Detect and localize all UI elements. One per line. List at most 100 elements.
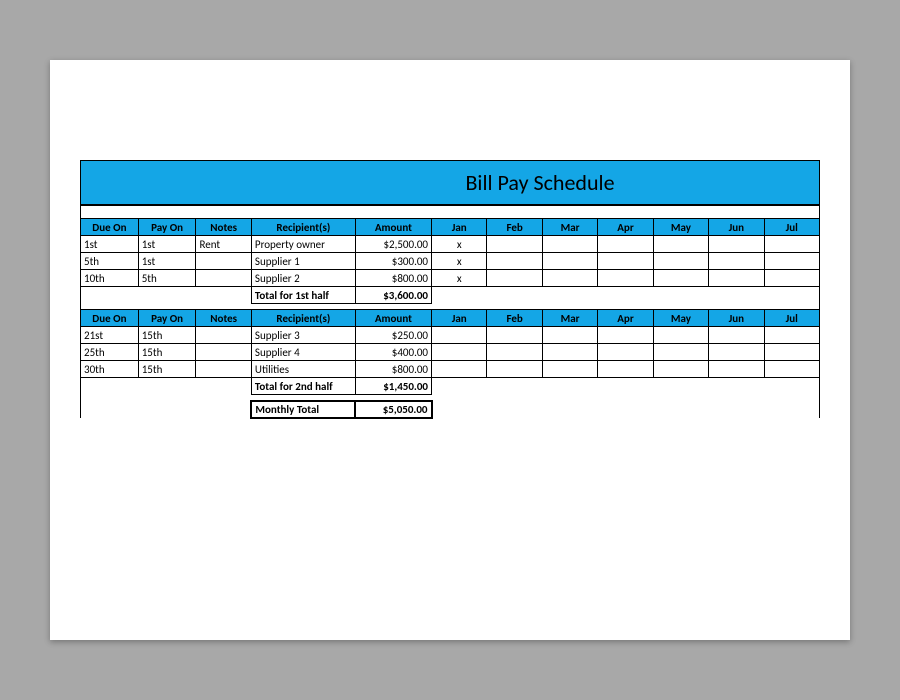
cell-empty xyxy=(764,253,819,270)
cell-due: 1st xyxy=(81,236,139,253)
cell-empty xyxy=(709,236,764,253)
cell-empty xyxy=(764,401,819,418)
cell-amount: $2,500.00 xyxy=(355,236,431,253)
col-amount: Amount xyxy=(355,310,431,327)
col-month: May xyxy=(653,310,708,327)
cell-empty xyxy=(764,236,819,253)
cell-empty xyxy=(653,327,708,344)
col-month: Jun xyxy=(709,310,764,327)
cell-due: 10th xyxy=(81,270,139,287)
col-recipients: Recipient(s) xyxy=(251,219,355,236)
cell-empty xyxy=(653,253,708,270)
cell-empty xyxy=(487,236,542,253)
cell-empty xyxy=(487,327,542,344)
cell-notes xyxy=(196,327,251,344)
col-pay-on: Pay On xyxy=(138,219,196,236)
cell-recip: Supplier 3 xyxy=(251,327,355,344)
col-month: Feb xyxy=(487,219,542,236)
cell-empty xyxy=(432,401,765,418)
cell-amount: $400.00 xyxy=(355,344,431,361)
subtotal-amount: $1,450.00 xyxy=(355,378,431,395)
cell-empty xyxy=(764,361,819,378)
cell-empty xyxy=(542,270,597,287)
col-month: Feb xyxy=(487,310,542,327)
cell-pay: 5th xyxy=(138,270,196,287)
cell-empty xyxy=(81,287,252,304)
col-amount: Amount xyxy=(355,219,431,236)
cell-empty xyxy=(598,344,653,361)
cell-empty xyxy=(764,344,819,361)
cell-notes xyxy=(196,361,251,378)
cell-empty xyxy=(709,361,764,378)
cell-pay: 1st xyxy=(138,236,196,253)
cell-empty xyxy=(487,253,542,270)
col-month: Apr xyxy=(598,219,653,236)
col-notes: Notes xyxy=(196,310,251,327)
subtotal-label: Total for 1st half xyxy=(251,287,355,304)
cell-empty xyxy=(432,378,765,395)
table-row: 1st 1st Rent Property owner $2,500.00 x xyxy=(81,236,820,253)
cell-due: 25th xyxy=(81,344,139,361)
cell-notes xyxy=(196,270,251,287)
cell-notes xyxy=(196,344,251,361)
table-header-row: Due On Pay On Notes Recipient(s) Amount … xyxy=(81,219,820,236)
cell-pay: 15th xyxy=(138,344,196,361)
cell-empty xyxy=(653,361,708,378)
col-notes: Notes xyxy=(196,219,251,236)
table-row: 10th 5th Supplier 2 $800.00 x xyxy=(81,270,820,287)
cell-empty xyxy=(542,253,597,270)
cell-empty xyxy=(432,287,765,304)
col-month: Apr xyxy=(598,310,653,327)
cell-notes: Rent xyxy=(196,236,251,253)
cell-amount: $250.00 xyxy=(355,327,431,344)
title-bar: Bill Pay Schedule xyxy=(80,160,820,206)
cell-empty xyxy=(542,361,597,378)
cell-empty xyxy=(598,327,653,344)
cell-notes xyxy=(196,253,251,270)
cell-pay: 15th xyxy=(138,361,196,378)
cell-empty xyxy=(487,361,542,378)
cell-empty xyxy=(81,378,252,395)
cell-empty xyxy=(653,236,708,253)
subtotal-row: Total for 2nd half $1,450.00 xyxy=(81,378,820,395)
subtotal-amount: $3,600.00 xyxy=(355,287,431,304)
cell-empty xyxy=(764,378,819,395)
col-month: Jun xyxy=(709,219,764,236)
col-month: Jan xyxy=(432,219,487,236)
cell-empty xyxy=(598,270,653,287)
cell-empty xyxy=(709,253,764,270)
cell-pay: 15th xyxy=(138,327,196,344)
cell-jan xyxy=(432,327,487,344)
cell-jan xyxy=(432,361,487,378)
col-month: Mar xyxy=(542,219,597,236)
schedule-table: Due On Pay On Notes Recipient(s) Amount … xyxy=(80,218,820,419)
cell-empty xyxy=(598,361,653,378)
cell-empty xyxy=(542,327,597,344)
cell-recip: Supplier 1 xyxy=(251,253,355,270)
document-page: Bill Pay Schedule Due On Pay On Notes Re… xyxy=(50,60,850,640)
cell-empty xyxy=(653,344,708,361)
table-row: 25th 15th Supplier 4 $400.00 xyxy=(81,344,820,361)
cell-empty xyxy=(81,401,252,418)
cell-due: 21st xyxy=(81,327,139,344)
cell-recip: Utilities xyxy=(251,361,355,378)
col-month: May xyxy=(653,219,708,236)
col-due-on: Due On xyxy=(81,219,139,236)
col-due-on: Due On xyxy=(81,310,139,327)
cell-empty xyxy=(653,270,708,287)
table-row: 21st 15th Supplier 3 $250.00 xyxy=(81,327,820,344)
cell-pay: 1st xyxy=(138,253,196,270)
cell-empty xyxy=(709,327,764,344)
cell-jan: x xyxy=(432,253,487,270)
cell-empty xyxy=(598,236,653,253)
cell-empty xyxy=(487,270,542,287)
table-header-row: Due On Pay On Notes Recipient(s) Amount … xyxy=(81,310,820,327)
cell-empty xyxy=(542,236,597,253)
cell-recip: Supplier 2 xyxy=(251,270,355,287)
col-month: Jul xyxy=(764,219,819,236)
cell-due: 5th xyxy=(81,253,139,270)
col-pay-on: Pay On xyxy=(138,310,196,327)
cell-empty xyxy=(487,344,542,361)
subtotal-label: Total for 2nd half xyxy=(251,378,355,395)
col-recipients: Recipient(s) xyxy=(251,310,355,327)
